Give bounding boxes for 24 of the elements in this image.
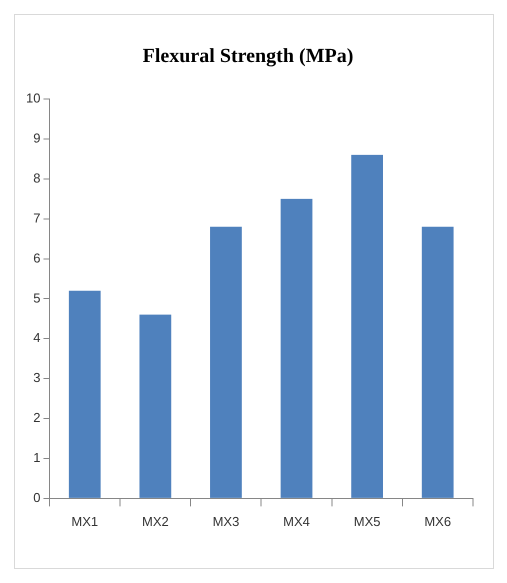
y-tick-label: 1 xyxy=(33,450,40,466)
y-tick-label: 4 xyxy=(33,330,40,346)
x-tick-label: MX4 xyxy=(283,514,310,529)
y-tick-label: 3 xyxy=(33,370,40,386)
bar xyxy=(280,198,312,498)
y-tick-label: 8 xyxy=(33,170,40,186)
y-tick-label: 9 xyxy=(33,130,40,146)
y-tick-label: 6 xyxy=(33,250,40,266)
bar xyxy=(68,290,101,498)
y-tick-label: 7 xyxy=(33,210,40,226)
y-tick-label: 2 xyxy=(33,410,40,426)
bar xyxy=(210,226,242,498)
bar xyxy=(351,154,383,498)
bar xyxy=(139,314,172,498)
bar xyxy=(422,226,454,498)
x-tick-label: MX3 xyxy=(212,514,240,529)
chart-title: Flexural Strength (MPa) xyxy=(142,45,354,68)
y-tick-label: 5 xyxy=(33,290,40,306)
x-tick-label: MX5 xyxy=(354,514,380,529)
x-tick-label: MX6 xyxy=(424,514,452,529)
y-tick-label: 0 xyxy=(33,490,40,505)
x-tick-label: MX2 xyxy=(142,514,169,529)
y-tick-label: 10 xyxy=(26,90,40,106)
x-tick-label: MX1 xyxy=(71,514,98,529)
